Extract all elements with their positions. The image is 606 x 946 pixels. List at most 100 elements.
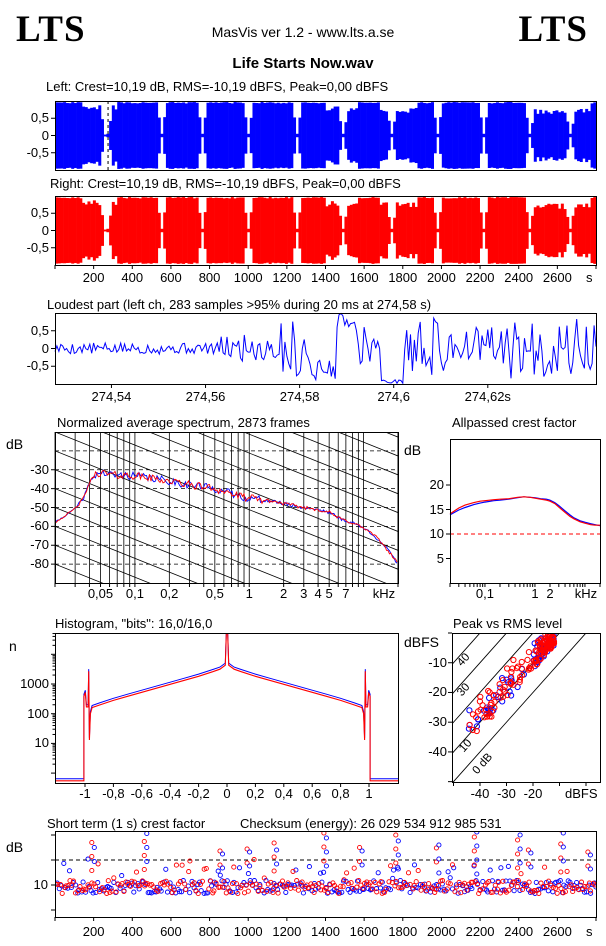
tick-label: -0,5	[26, 239, 49, 255]
tick-label: 10	[429, 526, 444, 541]
tick-label: 1200	[272, 270, 302, 285]
tick-label: 7	[342, 586, 350, 601]
tick-label: -80	[30, 556, 49, 572]
tick-label: kHz	[372, 586, 396, 601]
tick-label: 1200	[272, 924, 302, 939]
tick-label: 10	[33, 877, 48, 892]
tick-label: 1800	[388, 924, 418, 939]
tick-label: 1400	[311, 270, 340, 285]
tick-label: 0,1	[475, 586, 494, 601]
st-plot-frame	[55, 831, 597, 918]
tick-label: -30	[30, 461, 49, 477]
tick-label: 0,5	[30, 205, 49, 221]
tick-label: 2200	[465, 270, 495, 285]
tick-label: -60	[30, 518, 49, 534]
checksum-text: Checksum (energy): 26 029 534 912 985 53…	[240, 816, 502, 831]
tick-label: 5	[325, 586, 333, 601]
tick-label: 600	[160, 270, 182, 285]
tick-label: 1400	[311, 924, 340, 939]
tick-label: s	[586, 270, 593, 285]
tick-label: 2200	[465, 924, 495, 939]
tick-label: -20	[523, 786, 543, 801]
tick-label: 2600	[542, 270, 572, 285]
lw-plot-frame	[55, 101, 597, 171]
tick-label: 1000	[20, 676, 49, 691]
tick-label: -30	[497, 786, 516, 801]
tick-label: 600	[160, 924, 182, 939]
loudest-part-title: Loudest part (left ch, 283 samples >95% …	[47, 297, 432, 312]
tick-label: 3	[300, 586, 308, 601]
tick-label: 1000	[233, 924, 263, 939]
tick-label: 1000	[233, 270, 263, 285]
tick-label: 4	[314, 586, 322, 601]
short-term-ylabel: dB	[6, 839, 24, 855]
tick-label: -40	[30, 480, 49, 496]
tick-label: 0,5	[205, 586, 224, 601]
tick-label: 274,62s	[464, 389, 511, 404]
peak-vs-rms-title: Peak vs RMS level	[453, 616, 563, 631]
tick-label: 0,2	[160, 586, 179, 601]
ld-plot-frame	[55, 313, 597, 385]
short-term-title: Short term (1 s) crest factor	[47, 816, 206, 831]
spectrum-ylabel: dB	[6, 436, 24, 452]
tick-label: -40	[428, 743, 447, 759]
tick-label: 5	[436, 550, 444, 566]
tick-label: 2400	[504, 924, 534, 939]
sp-plot-frame	[55, 432, 399, 584]
allpassed-ylabel: dB	[404, 442, 422, 458]
ap-plot-frame	[450, 439, 601, 584]
tick-label: 274,6	[377, 389, 410, 404]
tick-label: 400	[121, 270, 144, 285]
tick-label: 0	[41, 222, 49, 238]
tick-label: 0,4	[274, 786, 293, 801]
logo-lts-right: LTS	[518, 9, 588, 50]
histogram-title: Histogram, "bits": 16,0/16,0	[55, 616, 213, 631]
left-waveform-title: Left: Crest=10,19 dB, RMS=-10,19 dBFS, P…	[46, 79, 389, 94]
tick-label: 15	[429, 501, 444, 517]
tick-label: 2000	[426, 924, 456, 939]
tick-label: 2	[546, 586, 554, 601]
rw-plot-frame	[55, 196, 597, 266]
tick-label: 200	[82, 924, 105, 939]
tick-label: -40	[470, 786, 490, 801]
tick-label: 1600	[349, 270, 379, 285]
tick-label: -10	[428, 654, 447, 670]
tick-label: 0	[41, 340, 49, 356]
tick-label: 0,8	[331, 786, 350, 801]
spectrum-title: Normalized average spectrum, 2873 frames	[57, 415, 310, 430]
right-waveform-title: Right: Crest=10,19 dB, RMS=-10,19 dBFS, …	[50, 176, 401, 191]
tick-label: 0	[41, 127, 49, 143]
tick-label: -0,5	[26, 144, 49, 160]
tick-label: 274,56	[185, 389, 226, 404]
tick-label: 274,54	[91, 389, 132, 404]
tick-label: -70	[30, 537, 49, 553]
peak-vs-rms-ylabel: dBFS	[404, 634, 440, 650]
tick-label: 1800	[388, 270, 418, 285]
tick-label: 0	[223, 786, 231, 801]
tick-label: 200	[82, 270, 105, 285]
tick-label: 0,05	[87, 586, 114, 601]
tick-label: 2400	[504, 270, 534, 285]
tick-label: -0,6	[130, 786, 153, 801]
tick-label: 20	[429, 477, 444, 492]
tick-label: 10	[34, 735, 49, 751]
hg-plot-frame	[55, 633, 399, 784]
tick-label: 800	[198, 270, 221, 285]
tick-label: 0,1	[125, 586, 144, 601]
app-version-line: MasVis ver 1.2 - www.lts.a.se	[211, 24, 395, 40]
tick-label: 0,5	[30, 322, 49, 338]
tick-label: 1	[531, 586, 539, 601]
tick-label: 0,5	[30, 110, 49, 126]
tick-label: -0,5	[26, 358, 49, 374]
tick-label: 2000	[426, 270, 456, 285]
tick-label: 2600	[542, 924, 572, 939]
tick-label: 274,58	[279, 389, 320, 404]
tick-label: -50	[30, 499, 49, 515]
tick-label: -30	[428, 714, 447, 730]
tick-label: 0,2	[246, 786, 265, 801]
tick-label: kHz	[574, 586, 598, 601]
tick-label: -1	[79, 786, 91, 801]
